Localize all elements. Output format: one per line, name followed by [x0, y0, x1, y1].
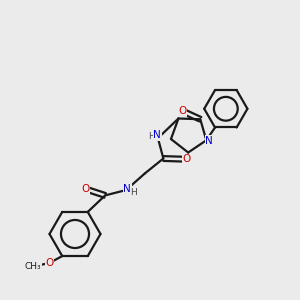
Text: N: N — [154, 130, 161, 140]
Text: O: O — [178, 106, 186, 116]
Text: O: O — [182, 154, 190, 164]
Text: CH₃: CH₃ — [25, 262, 41, 271]
Text: H: H — [130, 188, 137, 197]
Text: N: N — [124, 184, 131, 194]
Text: H: H — [148, 132, 154, 141]
Text: O: O — [81, 184, 89, 194]
Text: N: N — [206, 136, 213, 146]
Text: O: O — [46, 258, 54, 268]
